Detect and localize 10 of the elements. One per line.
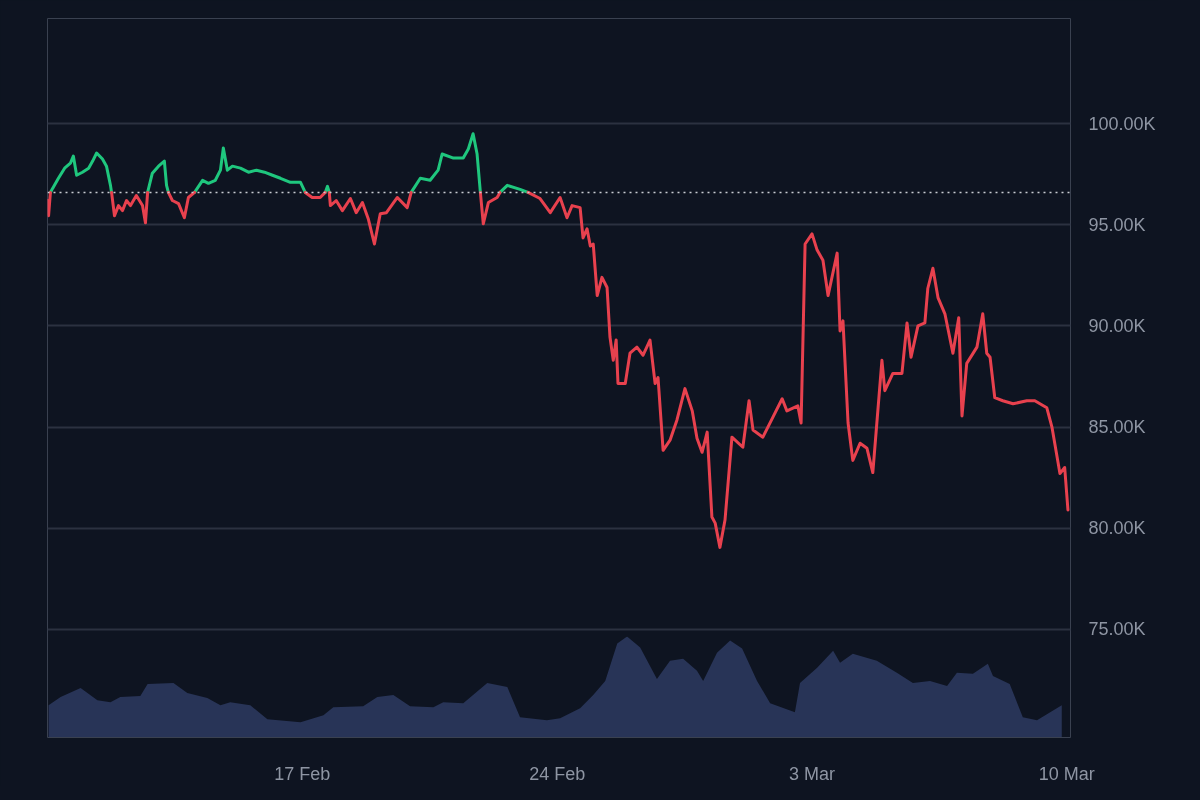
y-tick-label: 80.00K [1088, 518, 1146, 539]
y-tick-label: 90.00K [1088, 315, 1146, 336]
y-tick-label: 95.00K [1088, 214, 1146, 235]
y-tick-label: 85.00K [1088, 417, 1146, 438]
x-tick-label: 24 Feb [529, 763, 586, 784]
x-tick-label: 3 Mar [789, 763, 836, 784]
x-tick-label: 10 Mar [1038, 763, 1095, 784]
y-tick-label: 75.00K [1088, 619, 1146, 640]
x-tick-label: 17 Feb [274, 763, 331, 784]
y-tick-label: 100.00K [1088, 113, 1156, 134]
